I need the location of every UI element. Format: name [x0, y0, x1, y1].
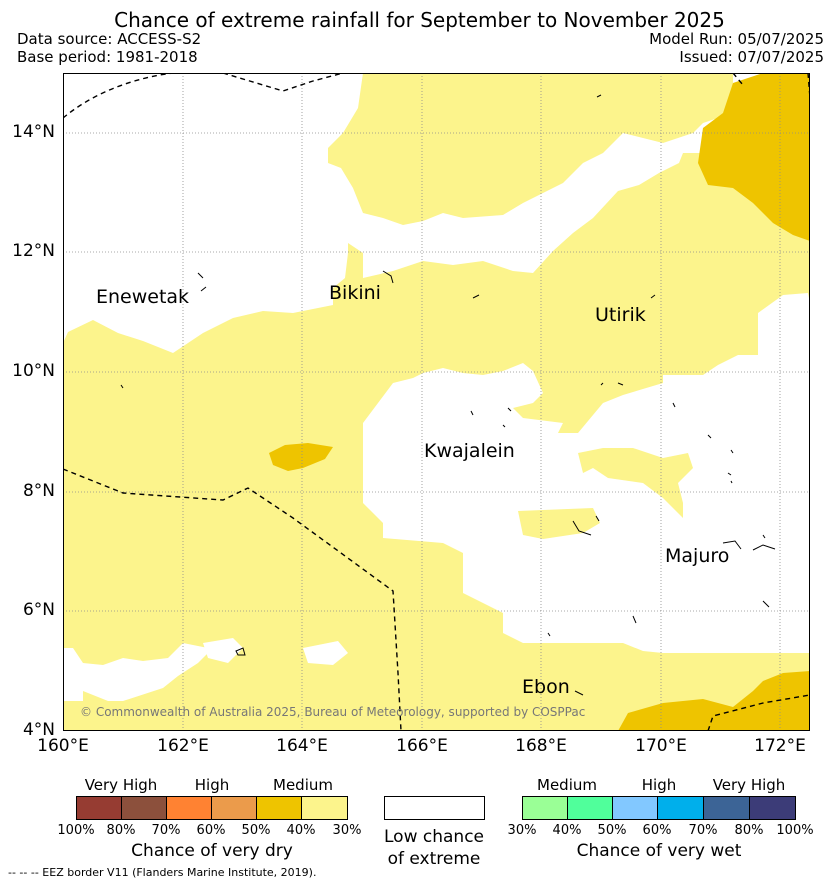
legend-dry-high: High: [194, 776, 230, 794]
legend-wet-pct-30: 30%: [507, 823, 537, 838]
dry-40-50-northeast-patch: [698, 73, 810, 241]
legend-wet-swatch-30-40: [522, 796, 568, 820]
lat-tick-6n: 6°N: [22, 600, 55, 620]
place-label-utirik: Utirik: [595, 304, 646, 326]
legend-wet-medium: Medium: [537, 776, 597, 794]
lat-tick-8n: 8°N: [22, 481, 55, 501]
namorik-atoll: [547, 632, 551, 637]
lon-tick-168e: 168°E: [515, 736, 567, 756]
ailinglaplap-atoll: [572, 515, 600, 536]
maloelap-atoll: [672, 402, 734, 454]
dry-30-40-north-strip: [328, 73, 733, 225]
legend-dry-swatch-50-60: [211, 796, 257, 820]
dry-40-50-central-patch: [269, 443, 333, 471]
kwajalein-atoll: [470, 407, 512, 428]
low-chance-west-notch: [203, 638, 243, 663]
map-title: Chance of extreme rainfall for September…: [114, 8, 725, 32]
dry-40-50-southeast-patch: [618, 671, 810, 731]
legend-dry-swatch-40-50: [256, 796, 302, 820]
lon-tick-160e: 160°E: [37, 736, 89, 756]
north-islet: [596, 94, 602, 98]
ujae-atoll: [120, 384, 124, 389]
legend-dry-pct-30: 30%: [332, 823, 362, 838]
lat-tick-12n: 12°N: [12, 241, 55, 261]
place-label-kwajalein: Kwajalein: [424, 440, 515, 462]
legend-wet-swatch-70-80: [703, 796, 750, 820]
legend-wet-pct-100: 100%: [776, 823, 814, 838]
legend-dry-very-high: Very High: [84, 776, 158, 794]
legend-dry-title: Chance of very dry: [131, 841, 293, 861]
legend-dry-swatch-30-40: [301, 796, 348, 820]
legend-wet-very-high: Very High: [712, 776, 786, 794]
legend-dry-pct-60: 60%: [196, 823, 226, 838]
legend-dry-pct-70: 70%: [151, 823, 181, 838]
legend-dry-pct-40: 40%: [286, 823, 316, 838]
lat-tick-14n: 14°N: [12, 122, 55, 142]
legend-dry-swatch-60-70: [166, 796, 212, 820]
lon-tick-166e: 166°E: [396, 736, 448, 756]
lon-tick-162e: 162°E: [157, 736, 209, 756]
legend-dry-swatch-80-100: [76, 796, 122, 820]
lon-tick-164e: 164°E: [276, 736, 328, 756]
legend-low-chance-swatch: [384, 796, 485, 820]
map-frame: [63, 73, 810, 731]
legend-wet-pct-60: 60%: [642, 823, 672, 838]
legend-low-chance-line1: Low chance: [384, 827, 484, 847]
place-label-ebon: Ebon: [522, 676, 570, 698]
legend-low-chance-line2: of extreme: [387, 849, 481, 869]
legend-dry-medium: Medium: [273, 776, 333, 794]
data-source: Data source: ACCESS-S2: [17, 30, 202, 48]
legend-dry-pct-100: 100%: [57, 823, 95, 838]
legend-wet-swatch-40-50: [567, 796, 613, 820]
ebon-atoll: [574, 690, 584, 696]
lat-tick-4n: 4°N: [22, 720, 55, 740]
arno-majuro-atoll: [722, 534, 776, 551]
map-canvas: [63, 73, 810, 731]
rainfall-map: Enewetak Bikini Utirik Kwajalein Majuro …: [63, 73, 810, 731]
enewetak-atoll: [197, 272, 207, 292]
wotje-atoll: [600, 382, 624, 386]
atoll-outlines: [120, 94, 776, 696]
dry-30-40-kwajalein-patch: [578, 448, 693, 518]
legend-wet-pct-70: 70%: [688, 823, 718, 838]
copyright-notice: © Commonwealth of Australia 2025, Bureau…: [80, 705, 586, 719]
legend-dry-pct-50: 50%: [241, 823, 271, 838]
place-label-majuro: Majuro: [665, 545, 730, 567]
utirik-atoll: [650, 294, 656, 299]
place-label-bikini: Bikini: [329, 282, 381, 304]
dry-30-40-region: [63, 73, 810, 731]
place-label-enewetak: Enewetak: [96, 286, 190, 308]
legend-wet-title: Chance of very wet: [576, 841, 742, 861]
aur-atoll: [727, 472, 733, 484]
jaluit-atoll: [632, 600, 770, 624]
legend-wet-swatch-50-60: [612, 796, 658, 820]
rongelap-atoll: [472, 294, 480, 299]
legend-wet-pct-80: 80%: [734, 823, 764, 838]
kosrae-island: [235, 647, 246, 656]
issued-date: Issued: 07/07/2025: [679, 48, 824, 66]
legend-dry-swatch-70-80: [121, 796, 167, 820]
low-chance-south-patch: [303, 641, 348, 665]
lon-tick-172e: 172°E: [754, 736, 806, 756]
model-run: Model Run: 05/07/2025: [649, 30, 824, 48]
legend-wet-swatch-80-100: [749, 796, 796, 820]
eez-footnote: -- -- -- EEZ border V11 (Flanders Marine…: [8, 866, 317, 879]
legend-dry-pct-80: 80%: [106, 823, 136, 838]
lat-tick-10n: 10°N: [12, 361, 55, 381]
base-period: Base period: 1981-2018: [17, 48, 198, 66]
legend-wet-swatch-60-70: [657, 796, 704, 820]
lon-tick-170e: 170°E: [635, 736, 687, 756]
legend-wet-high: High: [641, 776, 677, 794]
legend-wet-pct-50: 50%: [597, 823, 627, 838]
bikini-atoll: [382, 270, 394, 284]
legend-wet-pct-40: 40%: [552, 823, 582, 838]
